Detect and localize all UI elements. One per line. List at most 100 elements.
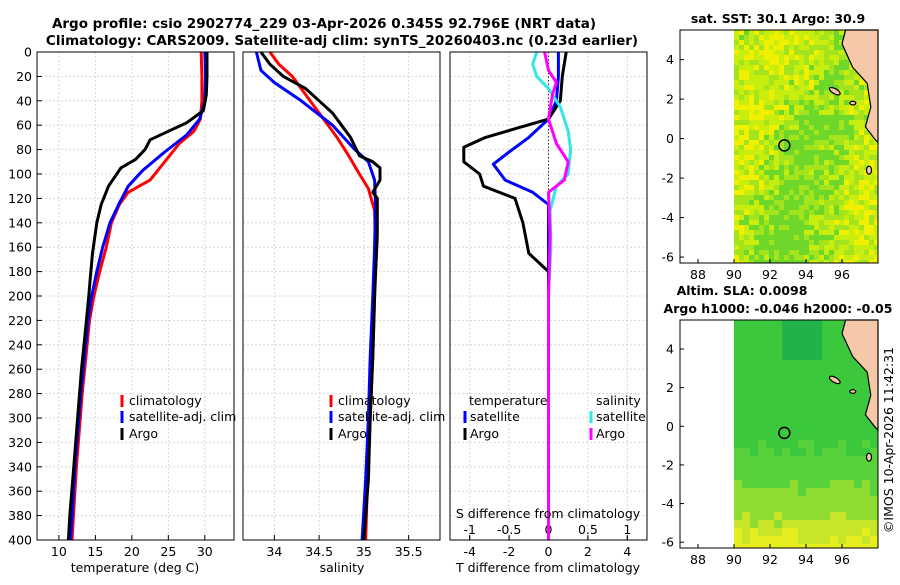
map-cell	[744, 175, 749, 180]
map-cell	[864, 240, 869, 245]
map-cell	[749, 95, 754, 100]
map-cell	[774, 336, 782, 344]
map-cell	[862, 520, 870, 528]
map-cell	[790, 496, 798, 504]
map-cell	[798, 376, 806, 384]
map-cell	[749, 240, 754, 245]
map-cell	[734, 120, 739, 125]
map-cell	[759, 55, 764, 60]
map-cell	[844, 205, 849, 210]
map-cell	[782, 464, 790, 472]
map-cell	[789, 145, 794, 150]
map-cell	[774, 60, 779, 65]
map-cell	[834, 65, 839, 70]
map-cell	[829, 165, 834, 170]
map-cell	[774, 504, 782, 512]
map-cell	[829, 135, 834, 140]
map-cell	[844, 105, 849, 110]
map-cell	[819, 220, 824, 225]
map-cell	[814, 155, 819, 160]
map-cell	[834, 110, 839, 115]
map-cell	[854, 255, 859, 260]
map-cell	[769, 205, 774, 210]
map-cell	[854, 512, 862, 520]
map-cell	[744, 260, 749, 263]
map-cell	[782, 408, 790, 416]
map-cell	[830, 496, 838, 504]
map-cell	[804, 210, 809, 215]
y-tick-label: 340	[8, 459, 32, 474]
map-cell	[814, 528, 822, 536]
map-cell	[759, 50, 764, 55]
map-cell	[849, 150, 854, 155]
map-cell	[789, 120, 794, 125]
map-cell	[844, 110, 849, 115]
y-tick-label: 0	[24, 45, 32, 60]
map-cell	[794, 140, 799, 145]
map-cell	[804, 40, 809, 45]
map-cell	[814, 45, 819, 50]
map-cell	[870, 448, 878, 456]
map-cell	[784, 130, 789, 135]
map-cell	[739, 210, 744, 215]
map-cell	[834, 175, 839, 180]
map-cell	[799, 95, 804, 100]
map-cell	[794, 35, 799, 40]
axes-frame	[36, 51, 235, 541]
map-cell	[739, 175, 744, 180]
map-cell	[844, 230, 849, 235]
map-cell	[846, 368, 854, 376]
map-cell	[739, 155, 744, 160]
argo-position-marker	[778, 426, 791, 440]
map-cell	[784, 230, 789, 235]
map-cell	[839, 145, 844, 150]
map-cell	[814, 90, 819, 95]
map-cell	[822, 320, 830, 328]
map-cell	[806, 432, 814, 440]
map-cell	[824, 95, 829, 100]
x-tick-label: 10	[51, 544, 67, 559]
map-cell	[844, 215, 849, 220]
map-cell	[779, 125, 784, 130]
map-cell	[769, 220, 774, 225]
map-cell	[824, 100, 829, 105]
map-cell	[734, 472, 742, 480]
map-cell	[739, 250, 744, 255]
map-cell	[806, 376, 814, 384]
map-cell	[754, 105, 759, 110]
map-cell	[819, 40, 824, 45]
map-cell	[744, 70, 749, 75]
map-cell	[769, 105, 774, 110]
map-cell	[764, 95, 769, 100]
map-cell	[819, 205, 824, 210]
map-cell	[804, 105, 809, 110]
map-cell	[846, 504, 854, 512]
map-cell	[864, 220, 869, 225]
map-cell	[844, 80, 849, 85]
map-cell	[839, 185, 844, 190]
map-cell	[754, 235, 759, 240]
map-cell	[742, 448, 750, 456]
map-cell	[854, 392, 862, 400]
map-cell	[794, 130, 799, 135]
map-cell	[749, 130, 754, 135]
land-coastline	[841, 319, 879, 432]
map-cell	[750, 320, 758, 328]
map-cell	[769, 200, 774, 205]
map-cell	[779, 220, 784, 225]
map-cell	[869, 190, 874, 195]
map-cell	[734, 384, 742, 392]
map-cell	[814, 416, 822, 424]
map-cell	[782, 432, 790, 440]
map-cell	[744, 65, 749, 70]
map-cell	[769, 75, 774, 80]
map-cell	[779, 100, 784, 105]
map-cell	[742, 360, 750, 368]
map-cell	[782, 360, 790, 368]
map-cell	[862, 368, 870, 376]
map-cell	[764, 170, 769, 175]
map-cell	[838, 424, 846, 432]
map-cell	[799, 240, 804, 245]
map-cell	[779, 35, 784, 40]
map-cell	[734, 440, 742, 448]
